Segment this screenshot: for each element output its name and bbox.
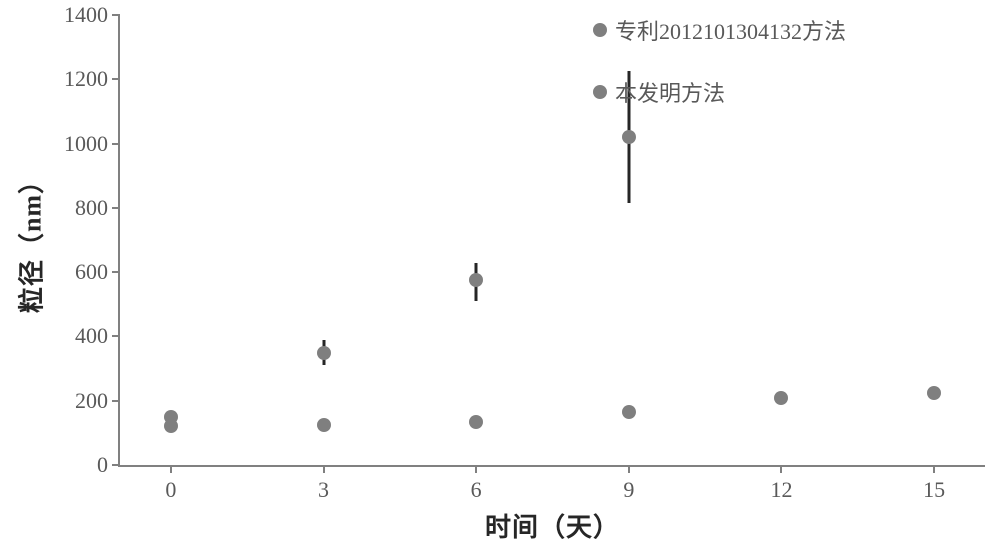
x-axis-line (118, 465, 985, 467)
y-tick (112, 14, 120, 16)
x-tick (323, 465, 325, 473)
x-tick-label: 15 (923, 477, 945, 503)
data-point-invention (927, 386, 941, 400)
data-point-invention (164, 419, 178, 433)
y-tick (112, 78, 120, 80)
y-tick (112, 464, 120, 466)
y-tick-label: 200 (75, 388, 108, 414)
particle-size-vs-time-chart: 0 200 400 600 800 1000 1200 1400 0 3 6 9 12 15 专利2012… (0, 0, 1000, 540)
data-point-invention (317, 418, 331, 432)
x-tick-label: 9 (623, 477, 634, 503)
data-point-invention (622, 405, 636, 419)
x-tick-label: 12 (770, 477, 792, 503)
y-tick (112, 335, 120, 337)
y-axis-label: 粒径（nm） (12, 167, 49, 313)
legend-label-invention: 本发明方法 (615, 76, 725, 108)
x-tick (933, 465, 935, 473)
x-tick-label: 0 (165, 477, 176, 503)
plot-area (120, 15, 985, 465)
y-tick-label: 400 (75, 323, 108, 349)
y-tick-label: 800 (75, 195, 108, 221)
y-tick (112, 143, 120, 145)
x-tick-label: 6 (471, 477, 482, 503)
data-point-invention (774, 391, 788, 405)
y-tick-label: 1000 (64, 131, 108, 157)
x-tick (475, 465, 477, 473)
y-tick (112, 271, 120, 273)
y-tick (112, 207, 120, 209)
data-point-patent (469, 273, 483, 287)
data-point-patent (317, 346, 331, 360)
x-tick-label: 3 (318, 477, 329, 503)
data-point-patent (622, 130, 636, 144)
y-tick-label: 0 (97, 452, 108, 478)
x-tick (170, 465, 172, 473)
x-tick (628, 465, 630, 473)
x-tick (780, 465, 782, 473)
data-point-invention (469, 415, 483, 429)
y-tick-label: 1200 (64, 66, 108, 92)
x-axis-label: 时间（天） (485, 507, 620, 540)
y-tick-label: 1400 (64, 2, 108, 28)
legend-marker-invention (593, 85, 607, 99)
y-tick-label: 600 (75, 259, 108, 285)
legend-label-patent: 专利2012101304132方法 (615, 14, 846, 46)
y-tick (112, 400, 120, 402)
y-axis-line (118, 15, 120, 465)
legend-marker-patent (593, 23, 607, 37)
